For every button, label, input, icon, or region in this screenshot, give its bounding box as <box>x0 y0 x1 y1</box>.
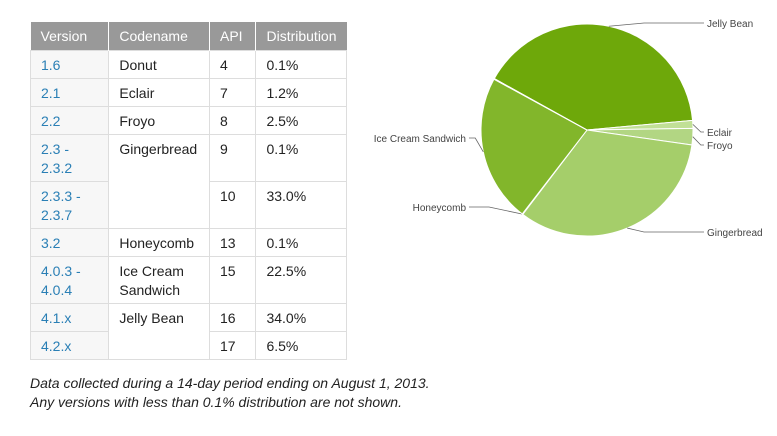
distribution-cell: 33.0% <box>255 181 347 229</box>
table-row: 1.6 Donut 4 0.1% <box>29 50 347 79</box>
table-row: 2.1 Eclair 7 1.2% <box>29 78 347 107</box>
leader-line <box>692 124 704 133</box>
codename-cell: Gingerbread <box>108 134 210 229</box>
codename-cell: Honeycomb <box>108 228 210 257</box>
api-cell: 16 <box>208 303 257 332</box>
table-row: 2.3.3 - 2.3.7 10 33.0% <box>29 181 347 229</box>
leader-line <box>692 136 704 146</box>
pie-label: Ice Cream Sandwich <box>374 134 466 145</box>
header-codename: Codename <box>108 22 210 51</box>
api-cell: 8 <box>208 106 257 135</box>
header-version: Version <box>30 22 110 51</box>
version-link[interactable]: 2.2 <box>29 106 110 135</box>
table-row: 4.0.3 - 4.0.4 Ice Cream Sandwich 15 22.5… <box>29 256 347 304</box>
codename-cell: Ice Cream Sandwich <box>108 256 210 304</box>
table-row: 4.2.x 17 6.5% <box>29 331 347 360</box>
pie-label: Froyo <box>707 141 733 152</box>
version-link[interactable]: 2.3.3 - 2.3.7 <box>29 181 110 229</box>
api-cell: 4 <box>208 50 257 79</box>
distribution-table: Version Codename API Distribution 1.6 Do… <box>29 22 347 360</box>
pie-label: Eclair <box>707 128 733 139</box>
distribution-cell: 6.5% <box>255 331 347 360</box>
codename-cell: Donut <box>108 50 210 79</box>
header-api: API <box>209 22 257 51</box>
leader-line <box>627 227 704 233</box>
footnote: Data collected during a 14-day period en… <box>30 374 430 412</box>
pie-label: Jelly Bean <box>707 19 753 30</box>
leader-line <box>608 22 704 27</box>
table-row: 2.2 Froyo 8 2.5% <box>29 106 347 135</box>
table-header-row: Version Codename API Distribution <box>30 22 347 51</box>
api-cell: 10 <box>208 181 257 229</box>
api-cell: 17 <box>208 331 257 360</box>
pie-label: Gingerbread <box>707 228 763 239</box>
version-link[interactable]: 1.6 <box>29 50 110 79</box>
distribution-cell: 0.1% <box>255 50 347 79</box>
api-cell: 15 <box>208 256 257 304</box>
version-link[interactable]: 3.2 <box>29 228 110 257</box>
distribution-cell: 22.5% <box>255 256 347 304</box>
version-link[interactable]: 4.2.x <box>29 331 110 360</box>
distribution-cell: 34.0% <box>255 303 347 332</box>
distribution-cell: 1.2% <box>255 78 347 107</box>
header-distribution: Distribution <box>255 22 347 51</box>
pie-label: Honeycomb <box>413 203 467 214</box>
api-cell: 13 <box>208 228 257 257</box>
leader-line <box>469 137 484 152</box>
pie-slice-ice-cream-sandwich <box>480 78 588 215</box>
distribution-cell: 0.1% <box>255 134 347 182</box>
footnote-line: Data collected during a 14-day period en… <box>30 375 430 391</box>
codename-cell: Jelly Bean <box>108 303 210 360</box>
pie-slice-donut <box>493 77 588 131</box>
version-link[interactable]: 2.1 <box>29 78 110 107</box>
leader-line <box>469 206 523 215</box>
footnote-line: Any versions with less than 0.1% distrib… <box>30 394 402 410</box>
